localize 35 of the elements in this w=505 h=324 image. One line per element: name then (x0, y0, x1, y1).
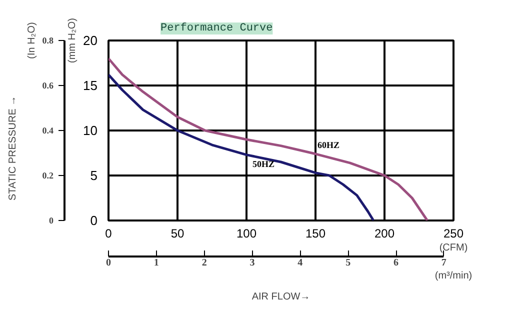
y-tick-label: 20 (83, 33, 98, 48)
x2-tick-label: 7 (441, 258, 446, 268)
x-tick-label: 100 (236, 226, 257, 240)
y2-tick-label: 0.4 (42, 126, 54, 136)
x-tick-label: 50 (170, 226, 184, 240)
x-tick-label: 150 (305, 226, 326, 240)
y2-tick-label: 0.8 (42, 36, 54, 46)
text: STATIC PRESSURE → (8, 96, 18, 200)
y2-axis-title: (In H₂O) (26, 22, 38, 59)
x2-tick-label: 3 (250, 258, 255, 268)
line-series (108, 57, 429, 220)
y-axis-title: (mm H₂O) (67, 18, 78, 63)
chart-title: Performance Curve (160, 22, 273, 34)
x-axis-title: (CFM) (439, 242, 468, 254)
y2-tick-label: 0.6 (42, 80, 54, 90)
x2-tick-label: 5 (346, 258, 351, 268)
y2-tick-label: 0 (49, 216, 54, 226)
x2-tick-label: 0 (106, 258, 111, 268)
y-tick-label: 5 (90, 168, 98, 183)
x2-tick-label: 1 (154, 258, 159, 268)
x-tick-label: 200 (374, 226, 395, 240)
x2-tick-label: 2 (202, 258, 207, 268)
series-label: 50HZ (252, 158, 275, 169)
line-series (108, 73, 375, 220)
series-label: 60HZ (318, 140, 340, 150)
y-tick-label: 15 (83, 78, 98, 93)
x-tick-label: 250 (443, 226, 464, 240)
y-tick-label: 0 (90, 213, 98, 228)
text: AIR FLOW→ (252, 292, 310, 302)
y-tick-label: 10 (83, 123, 98, 138)
x-tick-label: 0 (105, 226, 112, 240)
x2-tick-label: 6 (394, 258, 398, 268)
y2-tick-label: 0.2 (42, 170, 54, 180)
x2-tick-label: 4 (298, 258, 303, 268)
x2-axis-title: (m³/min) (434, 270, 472, 282)
